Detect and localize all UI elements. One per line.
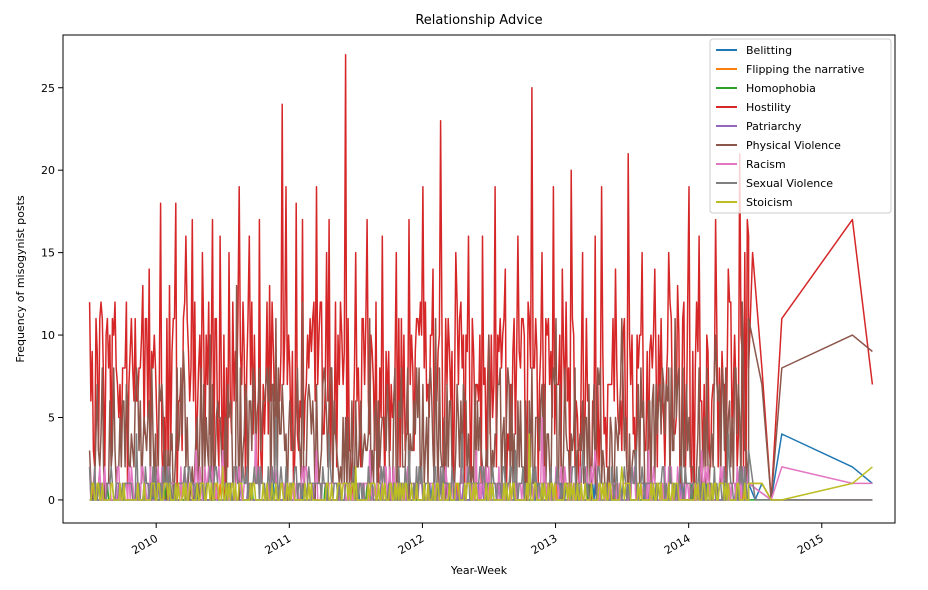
x-tick-label: 2013	[529, 532, 560, 557]
legend-box	[709, 38, 892, 214]
series-line-sexual-violence	[88, 416, 873, 501]
chart-title: Relationship Advice	[415, 13, 542, 28]
x-tick-label: 2015	[795, 532, 826, 557]
x-axis: 2010 2011 2012 2013 2014 2015	[129, 523, 826, 557]
x-tick-label: 2010	[129, 532, 160, 557]
legend: Belitting Flipping the narrative Homophobi…	[709, 38, 892, 214]
x-tick-label: 2012	[396, 532, 427, 557]
x-tick-label: 2014	[662, 532, 693, 557]
y-tick-label: 0	[48, 494, 55, 507]
legend-label: Stoicism	[746, 196, 793, 209]
y-tick-label: 20	[41, 164, 55, 177]
y-axis: 0 5 10 15 20 25	[41, 82, 63, 507]
series-line-stoicism	[89, 433, 873, 501]
y-tick-label: 15	[41, 247, 55, 260]
legend-label: Sexual Violence	[746, 177, 833, 190]
y-tick-label: 5	[48, 411, 55, 424]
y-tick-label: 10	[41, 329, 55, 342]
legend-label: Physical Violence	[746, 139, 841, 152]
plot-series-group	[88, 54, 874, 501]
legend-label: Hostility	[746, 101, 792, 114]
x-axis-label: Year-Week	[450, 564, 508, 577]
legend-label: Homophobia	[746, 82, 816, 95]
plot-frame	[62, 34, 896, 524]
x-tick-label: 2011	[263, 532, 294, 557]
y-axis-label: Frequency of misogynist posts	[14, 195, 27, 362]
legend-label: Patriarchy	[746, 120, 802, 133]
y-tick-label: 25	[41, 82, 55, 95]
legend-label: Racism	[746, 158, 786, 171]
legend-label: Flipping the narrative	[746, 63, 865, 76]
legend-label: Belitting	[746, 44, 792, 57]
series-line-physical-violence	[88, 284, 873, 501]
